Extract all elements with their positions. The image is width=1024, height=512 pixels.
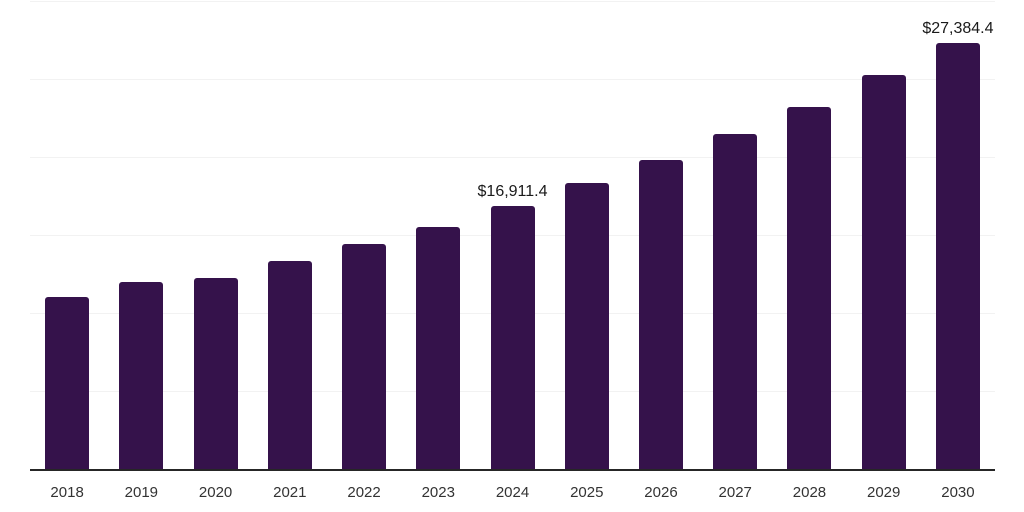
bar-slot bbox=[178, 2, 252, 470]
bar-slot: $27,384.4 bbox=[921, 2, 995, 470]
bar-slot bbox=[30, 2, 104, 470]
bar bbox=[45, 296, 90, 470]
bar bbox=[713, 134, 758, 470]
bar-slot: $16,911.4 bbox=[475, 2, 549, 470]
bar-value-label: $16,911.4 bbox=[477, 183, 548, 201]
x-tick-label: 2025 bbox=[570, 484, 604, 501]
bar bbox=[119, 282, 164, 470]
bar bbox=[564, 183, 609, 470]
bar-slot bbox=[401, 2, 475, 470]
gridline bbox=[30, 157, 995, 158]
x-tick-label: 2028 bbox=[792, 484, 827, 501]
bars: $16,911.4 $27,384.4 bbox=[30, 2, 995, 470]
bar bbox=[638, 160, 683, 470]
plot-area: $16,911.4 $27,384.4 bbox=[30, 1, 995, 471]
x-tick-label: 2023 bbox=[421, 484, 455, 501]
x-tick-label: 2026 bbox=[644, 484, 678, 501]
gridline bbox=[30, 79, 995, 80]
bar-value-label: $27,384.4 bbox=[922, 19, 994, 37]
x-tick-label: 2022 bbox=[347, 484, 381, 501]
bar-slot bbox=[772, 2, 846, 470]
x-tick-label: 2021 bbox=[273, 484, 307, 501]
gridline bbox=[30, 1, 995, 2]
x-tick-label: 2020 bbox=[198, 484, 233, 501]
bar-slot bbox=[698, 2, 772, 470]
bar-slot bbox=[253, 2, 327, 470]
bar-slot bbox=[327, 2, 401, 470]
bar-slot bbox=[104, 2, 178, 470]
x-tick-label: 2018 bbox=[50, 484, 84, 501]
x-tick-label: 2027 bbox=[718, 484, 752, 501]
x-tick-label: 2019 bbox=[124, 484, 159, 501]
bar bbox=[861, 75, 906, 470]
bar bbox=[935, 42, 980, 470]
x-axis-line bbox=[30, 469, 995, 471]
bar-slot bbox=[624, 2, 698, 470]
bar-slot bbox=[550, 2, 624, 470]
bar bbox=[342, 244, 387, 470]
x-tick-label: 2030 bbox=[941, 484, 975, 501]
x-tick-label: 2024 bbox=[495, 484, 530, 501]
x-axis-labels: 2018 2019 2020 2021 2022 2023 2024 2025 2026 2027… bbox=[30, 483, 995, 503]
bar bbox=[490, 206, 535, 470]
bar bbox=[267, 261, 312, 470]
bar bbox=[416, 226, 461, 470]
bar-slot bbox=[847, 2, 921, 470]
x-tick-label: 2029 bbox=[867, 484, 901, 501]
bar bbox=[193, 278, 238, 470]
bar bbox=[787, 106, 832, 470]
